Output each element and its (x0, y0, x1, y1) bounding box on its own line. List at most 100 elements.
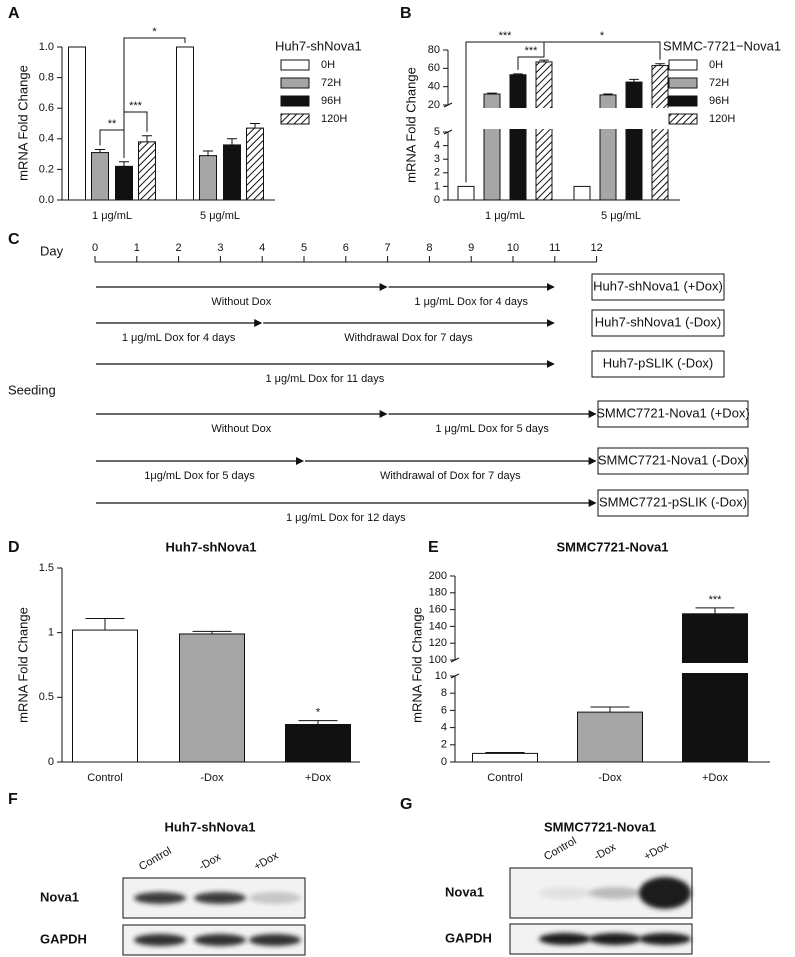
group-box (591, 273, 725, 301)
lane-label: +Dox (642, 839, 671, 863)
chart-title: Huh7-shNova1 (165, 539, 256, 554)
y-tick-label: 10 (435, 670, 447, 682)
blot-title: Huh7-shNova1 (164, 819, 255, 834)
group-box (597, 400, 749, 428)
y-tick-label: 0 (434, 194, 440, 206)
bar (138, 141, 156, 201)
blot-band (134, 892, 186, 904)
y-tick-label: 140 (429, 620, 447, 632)
y-tick-label: 20 (428, 99, 440, 111)
day-tick-label: 10 (507, 242, 519, 254)
error-bar (655, 63, 665, 66)
significance-label: * (600, 30, 605, 42)
timeline-label: Without Dox (211, 423, 271, 435)
blot-band (539, 887, 591, 899)
y-axis-label: mRNA Fold Change (15, 607, 30, 723)
error-bar (249, 123, 261, 129)
panel-letter: E (428, 539, 439, 556)
x-tick-label: 5 μg/mL (200, 210, 240, 222)
x-tick-label: -Dox (200, 772, 224, 784)
lane-label: Control (542, 835, 579, 863)
day-tick-label: 1 (134, 242, 140, 254)
y-axis-label: mRNA Fold Change (403, 67, 418, 183)
y-tick-label: 0.6 (39, 102, 54, 114)
lane-label: Control (137, 845, 174, 873)
legend-label: 120H (709, 113, 735, 125)
day-tick-label: 3 (217, 242, 223, 254)
day-tick-label: 0 (92, 242, 98, 254)
legend-label: 96H (321, 95, 341, 107)
bar (651, 65, 669, 201)
error-bar (487, 92, 497, 94)
y-tick-label: 2 (441, 739, 447, 751)
blot-row-label: Nova1 (40, 889, 79, 904)
y-tick-label: 1 (48, 627, 54, 639)
panel-letter: A (8, 5, 20, 22)
blot-band (134, 934, 186, 946)
legend-label: 72H (321, 77, 341, 89)
bar (246, 127, 264, 201)
x-tick-label: +Dox (702, 772, 728, 784)
blot-band (194, 934, 246, 946)
group-box-label: SMMC7721-pSLIK (-Dox) (599, 494, 747, 509)
axis-break-gap (449, 108, 681, 129)
y-tick-label: 6 (441, 704, 447, 716)
error-bar (226, 138, 238, 145)
bar (285, 723, 351, 763)
significance-label: * (152, 26, 157, 38)
panel-letter: B (400, 5, 412, 22)
y-tick-label: 1 (434, 180, 440, 192)
legend-label: 96H (709, 95, 729, 107)
bar (176, 46, 194, 201)
legend-swatch (668, 113, 698, 125)
y-tick-label: 4 (441, 722, 447, 734)
error-bar (141, 135, 153, 142)
legend-swatch (280, 59, 310, 71)
y-tick-label: 3 (434, 153, 440, 165)
day-tick-label: 2 (176, 242, 182, 254)
y-tick-label: 0.2 (39, 163, 54, 175)
day-tick-label: 8 (426, 242, 432, 254)
x-tick-label: Control (87, 772, 122, 784)
error-bar (485, 752, 525, 754)
group-box (591, 350, 725, 378)
bar (472, 752, 538, 763)
timeline-label: Without Dox (211, 296, 271, 308)
day-tick-label: 11 (549, 242, 560, 254)
group-box-label: SMMC7721-Nova1 (+Dox) (596, 405, 750, 420)
day-tick-label: 12 (590, 242, 602, 254)
y-tick-label: 180 (429, 587, 447, 599)
group-box-label: SMMC7721-Nova1 (-Dox) (598, 452, 748, 467)
day-tick-label: 5 (301, 242, 307, 254)
bar (577, 711, 643, 763)
panel-letter: G (400, 796, 412, 813)
error-bar (590, 706, 630, 713)
group-box (597, 447, 749, 475)
x-tick-label: 1 μg/mL (92, 210, 132, 222)
bar (625, 81, 643, 201)
y-tick-label: 2 (434, 167, 440, 179)
blot-row-label: GAPDH (40, 931, 87, 946)
legend-swatch (280, 113, 310, 125)
day-tick-label: 9 (468, 242, 474, 254)
timeline-label: 1 μg/mL Dox for 11 days (265, 373, 384, 385)
y-tick-label: 80 (428, 44, 440, 56)
legend-swatch (280, 95, 310, 107)
error-bar (298, 720, 338, 725)
blot-row-label: GAPDH (445, 930, 492, 945)
significance-bracket (543, 41, 661, 60)
bar (179, 633, 245, 763)
y-tick-label: 1.0 (39, 41, 54, 53)
y-tick-label: 1.5 (39, 562, 54, 574)
y-tick-label: 100 (429, 654, 447, 666)
y-tick-label: 8 (441, 687, 447, 699)
y-tick-label: 200 (429, 570, 447, 582)
lane-label: -Dox (592, 841, 619, 863)
legend-swatch (280, 77, 310, 89)
y-tick-label: 60 (428, 62, 440, 74)
blot-band (589, 933, 641, 945)
blot-band (194, 892, 246, 904)
error-bar (513, 73, 523, 75)
x-tick-label: Control (487, 772, 522, 784)
timeline-label: 1 μg/mL Dox for 5 days (435, 423, 549, 435)
